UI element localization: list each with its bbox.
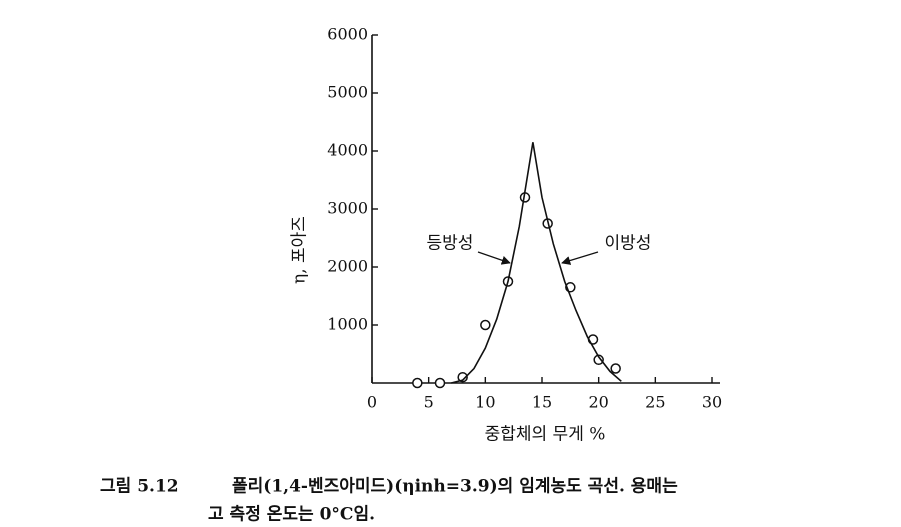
data-point <box>412 377 423 389</box>
y-tick-label: 2000 <box>327 257 368 276</box>
caption-number: 그림 5.12 <box>100 477 179 497</box>
data-point <box>610 363 621 374</box>
data-point <box>480 319 491 331</box>
y-tick-label: 3000 <box>327 199 368 218</box>
y-axis-label: η, 포아즈 <box>290 216 310 284</box>
x-axis-label: 중합체의 무게 % <box>485 425 606 445</box>
y-tick-label: 4000 <box>327 141 368 160</box>
annotation-arrow <box>477 251 511 265</box>
caption-text: 폴리(1,4-벤즈아미드)(ηinh=3.9)의 임계농도 곡선. 용매는 <box>232 476 678 497</box>
annotation-arrow <box>561 251 599 265</box>
x-tick-label: 30 <box>702 393 722 412</box>
annotation: 등방성 <box>427 234 474 254</box>
x-tick-label: 15 <box>532 393 552 412</box>
curve <box>451 142 622 384</box>
x-tick-label: 25 <box>645 393 665 412</box>
x-tick-label: 0 <box>367 393 377 412</box>
annotation: 이방성 <box>605 234 652 254</box>
data-point <box>457 371 468 383</box>
x-tick-label: 10 <box>475 393 495 412</box>
x-tick-label: 5 <box>424 393 434 412</box>
y-tick-label: 5000 <box>327 83 368 102</box>
caption-text: 고 측정 온도는 0°C임. <box>208 504 375 525</box>
y-tick-label: 1000 <box>327 315 368 334</box>
x-tick-label: 20 <box>588 393 608 412</box>
data-point <box>434 377 446 389</box>
y-tick-label: 6000 <box>327 25 368 44</box>
